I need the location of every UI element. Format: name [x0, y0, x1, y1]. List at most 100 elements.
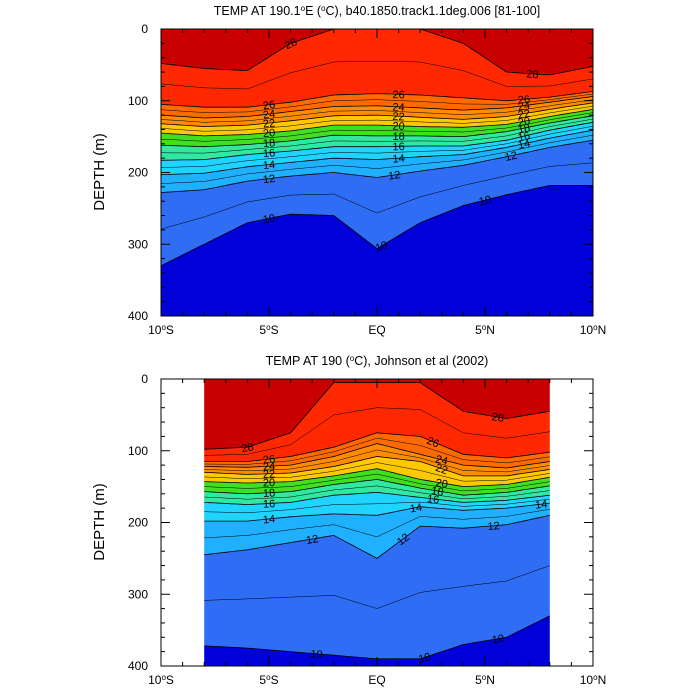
contour-label: 26 [392, 89, 405, 101]
x-tick-label: 10oS [148, 323, 174, 337]
contour-label: 26 [425, 435, 441, 451]
x-tick-label: 5oS [259, 323, 278, 337]
contour-label: 24 [392, 101, 405, 114]
panel-bottom: TEMP AT 190 (oC), Johnson et al (2002) 2… [91, 354, 606, 687]
temperature-band [161, 29, 593, 108]
temperature-band [161, 109, 593, 147]
y-tick-label: 100 [128, 444, 148, 458]
contour-label: 12 [305, 533, 319, 547]
contour-label: 20 [263, 477, 276, 489]
y-tick-label: 0 [141, 22, 148, 36]
contour-label: 26 [262, 99, 276, 112]
contour-label: 10 [374, 239, 390, 255]
contour-label: 12 [395, 531, 412, 548]
contour-line-minor [204, 473, 550, 492]
contour-line-minor [204, 462, 550, 482]
contour-line-10 [161, 185, 593, 267]
contour-line-22 [161, 102, 593, 128]
contour-line-26 [161, 91, 593, 108]
panel-top: TEMP AT 190.1oE (oC), b40.1850.track1.1d… [91, 4, 606, 337]
contour-label: 14 [262, 159, 275, 172]
panel-top-lines [161, 29, 593, 267]
temperature-band [204, 468, 550, 496]
contour-label: 20 [517, 115, 531, 129]
temperature-band [204, 382, 550, 462]
contour-label: 14 [409, 502, 423, 516]
contour-label: 18 [517, 122, 531, 136]
contour-label: 14 [262, 513, 275, 526]
contour-line-24 [204, 443, 550, 469]
contour-line-14 [204, 502, 550, 522]
contour-line-minor [161, 125, 593, 168]
contour-label: 12 [388, 169, 402, 183]
contour-label: 18 [392, 131, 404, 143]
contour-label: 28 [283, 36, 299, 52]
contour-line-24 [161, 96, 593, 119]
contour-label: 22 [262, 117, 275, 130]
contour-label: 14 [517, 138, 532, 152]
contour-line-minor [204, 485, 550, 500]
contour-label: 22 [517, 108, 531, 122]
panel-bottom-fills [204, 379, 550, 666]
contour-label: 12 [504, 150, 518, 164]
x-tick-label: 5oN [475, 673, 495, 687]
contour-label: 18 [262, 137, 275, 150]
contour-line-16 [161, 121, 593, 161]
contour-label: 24 [262, 108, 276, 121]
contour-label: 16 [517, 130, 532, 144]
y-tick-label: 100 [128, 94, 148, 108]
temperature-band [161, 91, 593, 118]
temperature-band [204, 515, 550, 659]
contour-label: 10 [417, 651, 432, 666]
contour-line-18 [204, 478, 550, 496]
contour-line-12 [161, 139, 593, 193]
y-tick-label: 200 [128, 516, 148, 530]
contour-label: 16 [263, 498, 276, 511]
contour-line-minor [204, 565, 550, 609]
contour-label: 12 [262, 173, 276, 186]
contour-label: 16 [392, 141, 404, 153]
x-tick-label: 10oN [580, 673, 606, 687]
temperature-band [204, 443, 550, 476]
temperature-band [204, 432, 550, 468]
contour-line-minor [161, 134, 593, 184]
y-tick-label: 400 [128, 309, 148, 323]
x-tick-label: 5oS [259, 673, 278, 687]
x-tick-label: 10oN [580, 323, 606, 337]
contour-label: 20 [392, 121, 405, 133]
contour-line-16 [204, 491, 550, 506]
contour-label: 26 [517, 94, 530, 107]
contour-label: 14 [392, 153, 405, 166]
contour-line-12 [204, 514, 550, 559]
panel-top-ylabel: DEPTH (m) [91, 133, 108, 211]
x-tick-label: 10oS [148, 673, 174, 687]
contour-label: 26 [262, 453, 276, 466]
temperature-band [161, 96, 593, 127]
temperature-band [161, 140, 593, 266]
x-tick-label: EQ [368, 323, 385, 337]
temperature-band [161, 115, 593, 161]
contour-label: 12 [487, 520, 500, 533]
y-tick-label: 400 [128, 659, 148, 673]
contour-line-28 [161, 29, 593, 76]
temperature-band [161, 130, 593, 193]
y-tick-label: 0 [141, 372, 148, 386]
temperature-band [204, 492, 550, 522]
contour-line-minor [161, 118, 593, 154]
contour-line-minor [204, 508, 550, 539]
contour-line-18 [161, 115, 593, 148]
contour-line-minor [204, 437, 550, 465]
contour-label: 28 [491, 411, 505, 425]
contour-label: 28 [240, 441, 254, 455]
contour-label: 16 [426, 493, 440, 506]
contour-label: 10 [262, 212, 276, 226]
temperature-band [161, 185, 593, 316]
contour-line-20 [161, 109, 593, 137]
contour-label: 10 [310, 648, 323, 661]
y-tick-label: 300 [128, 237, 148, 251]
